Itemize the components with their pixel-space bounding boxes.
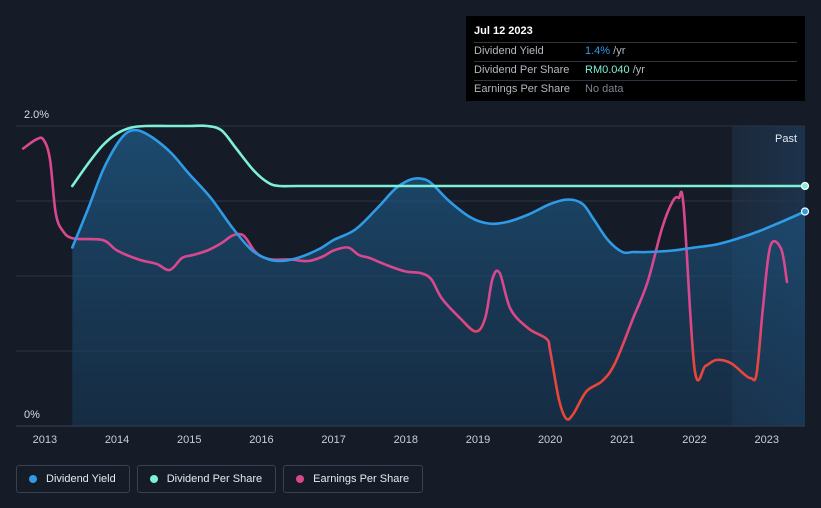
chart-legend: Dividend Yield Dividend Per Share Earnin… [16, 465, 424, 493]
y-tick-label-bottom: 0% [24, 409, 40, 421]
dividend-yield-area [72, 129, 806, 426]
x-tick-label: 2019 [466, 434, 490, 446]
dividend-per-share-line [71, 124, 807, 188]
dividend-per-share-end-dot [800, 181, 810, 191]
tooltip-value-number: No data [585, 83, 624, 95]
x-tick-label: 2023 [754, 434, 778, 446]
legend-dot-icon [149, 475, 158, 483]
dividend-yield-end-dot [800, 207, 810, 216]
x-tick-label: 2013 [33, 434, 57, 446]
earnings-per-share-line [21, 136, 789, 421]
tooltip-value-number: RM0.040 [585, 64, 630, 76]
dividend-yield-line [71, 128, 807, 263]
tooltip-value-number: 1.4% [585, 45, 611, 57]
tooltip-value-unit: /yr [629, 64, 645, 76]
tooltip-label: Dividend Yield [474, 45, 544, 57]
tooltip-value: 1.4% /yr [585, 43, 625, 61]
tooltip-row-dividend-yield: Dividend Yield 1.4% /yr [474, 42, 797, 61]
x-tick-label: 2014 [105, 434, 129, 446]
legend-item-dividend-yield[interactable]: Dividend Yield [16, 465, 130, 493]
legend-item-dividend-per-share[interactable]: Dividend Per Share [136, 465, 277, 493]
tooltip-row-earnings-per-share: Earnings Per Share No data [474, 80, 797, 99]
legend-dot-icon [296, 475, 305, 483]
tooltip-value-unit: /yr [610, 45, 626, 57]
tooltip-label: Dividend Per Share [474, 64, 570, 76]
past-label: Past [775, 133, 797, 145]
tooltip-value: RM0.040 /yr [585, 62, 645, 80]
x-tick-label: 2022 [682, 434, 706, 446]
legend-label: Dividend Per Share [166, 473, 263, 485]
x-tick-label: 2018 [394, 434, 418, 446]
x-tick-label: 2017 [321, 434, 345, 446]
x-tick-label: 2020 [538, 434, 562, 446]
y-tick-label-top: 2.0% [24, 109, 49, 121]
legend-item-earnings-per-share[interactable]: Earnings Per Share [283, 465, 424, 493]
x-tick-label: 2016 [249, 434, 273, 446]
tooltip-row-dividend-per-share: Dividend Per Share RM0.040 /yr [474, 61, 797, 80]
tooltip-panel: Jul 12 2023 Dividend Yield 1.4% /yr Divi… [466, 16, 805, 101]
tooltip-date: Jul 12 2023 [474, 25, 533, 37]
tooltip-label: Earnings Per Share [474, 83, 570, 95]
legend-label: Dividend Yield [46, 473, 116, 485]
tooltip-value: No data [585, 81, 624, 99]
legend-label: Earnings Per Share [313, 473, 410, 485]
x-tick-label: 2015 [177, 434, 201, 446]
legend-dot-icon [29, 475, 37, 483]
x-tick-label: 2021 [610, 434, 634, 446]
